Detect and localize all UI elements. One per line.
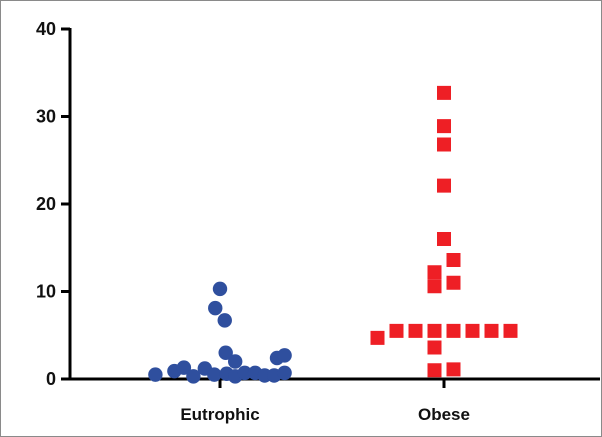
obese-point: [389, 323, 404, 338]
obese-point: [437, 85, 451, 100]
y-tick-label: 40: [36, 19, 56, 39]
obese-point: [446, 323, 461, 338]
y-tick-label: 30: [36, 107, 56, 127]
axes: [68, 28, 600, 381]
eutrophic-point: [176, 360, 192, 375]
eutrophic-point: [217, 313, 232, 328]
y-tick-label: 0: [46, 369, 56, 389]
y-tick-label: 20: [36, 194, 56, 214]
eutrophic-point: [186, 369, 201, 384]
obese-point: [427, 363, 442, 378]
obese-point: [427, 265, 442, 280]
obese-point: [465, 323, 480, 338]
x-category-label: Eutrophic: [180, 405, 259, 424]
obese-point: [437, 178, 451, 193]
y-axis-ticks: 0 10 20 30 40: [36, 19, 70, 389]
eutrophic-point: [277, 365, 292, 381]
eutrophic-point: [277, 348, 292, 363]
eutrophic-point: [207, 367, 222, 382]
obese-point: [437, 232, 451, 246]
obese-point: [427, 340, 442, 355]
eutrophic-point: [212, 281, 228, 297]
obese-point: [446, 253, 461, 267]
obese-point: [484, 323, 499, 338]
obese-point: [446, 275, 461, 290]
obese-point: [408, 323, 423, 338]
eutrophic-point: [218, 345, 233, 360]
obese-point: [503, 323, 518, 338]
x-category-label: Obese: [418, 405, 470, 424]
eutrophic-point: [148, 367, 163, 382]
eutrophic-point: [228, 354, 243, 369]
obese-point: [370, 330, 385, 345]
eutrophic-point: [237, 365, 252, 381]
obese-point: [427, 279, 442, 294]
obese-point: [437, 119, 451, 134]
obese-point: [446, 362, 461, 377]
y-tick-label: 10: [36, 282, 56, 302]
eutrophic-point: [208, 300, 223, 316]
obese-point: [437, 137, 451, 152]
data-points: [148, 85, 518, 384]
x-axis-category-labels: Eutrophic Obese: [180, 379, 470, 424]
obese-point: [427, 323, 442, 338]
